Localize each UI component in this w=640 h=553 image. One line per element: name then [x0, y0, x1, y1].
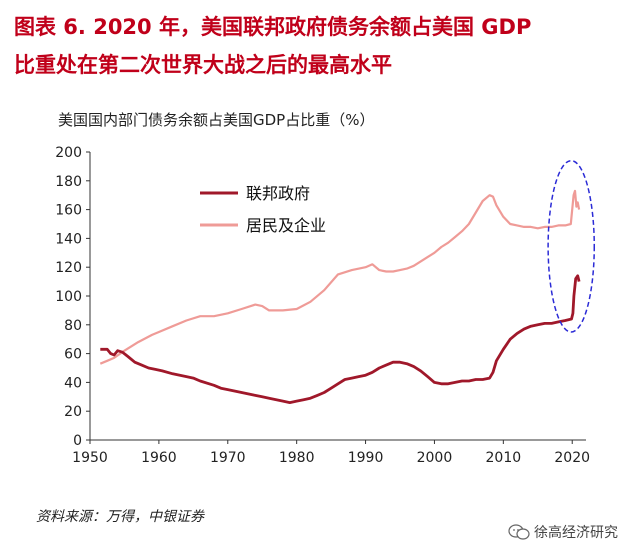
wechat-icon — [508, 524, 530, 540]
chart-title: 美国国内部门债务余额占美国GDP占比重（%） — [58, 111, 374, 129]
chart-annotations — [547, 159, 596, 333]
chart-series — [99, 189, 581, 404]
highlight-ellipse — [547, 159, 596, 333]
x-tick-label: 2010 — [486, 450, 522, 466]
x-tick-label: 1970 — [210, 450, 246, 466]
debt-ratio-chart: 美国国内部门债务余额占美国GDP占比重（%） 0 20 40 60 80 100 120 14… — [55, 111, 596, 466]
x-tick-label: 1960 — [141, 450, 177, 466]
series-line-federal — [100, 274, 581, 404]
x-tick-label: 1990 — [348, 450, 384, 466]
y-tick-label: 200 — [55, 145, 82, 161]
y-tick-label: 160 — [55, 203, 82, 219]
x-tick-label: 1950 — [72, 450, 108, 466]
y-tick-label: 120 — [55, 260, 82, 276]
y-tick-label: 180 — [55, 174, 82, 190]
x-tick-label: 2000 — [417, 450, 453, 466]
series-line-household-corporate — [99, 189, 581, 365]
y-tick-label: 0 — [73, 433, 82, 449]
watermark-text: 徐高经济研究 — [534, 525, 618, 541]
x-tick-label: 2020 — [554, 450, 590, 466]
figure-title: 图表 6. 2020 年，美国联邦政府债务余额占美国 GDP 比重处在第二次世界… — [14, 8, 634, 84]
legend-label: 居民及企业 — [246, 216, 326, 235]
legend-label: 联邦政府 — [246, 184, 310, 203]
y-tick-label: 60 — [64, 347, 82, 363]
figure-title-line1: 图表 6. 2020 年，美国联邦政府债务余额占美国 GDP — [14, 15, 532, 39]
y-tick-label: 20 — [64, 404, 82, 420]
y-tick-label: 140 — [55, 231, 82, 247]
source-note: 资料来源：万得，中银证券 — [36, 509, 204, 525]
y-tick-label: 40 — [64, 375, 82, 391]
y-tick-label: 80 — [64, 318, 82, 334]
wechat-watermark: 徐高经济研究 — [508, 522, 618, 542]
figure-title-line2: 比重处在第二次世界大战之后的最高水平 — [14, 53, 392, 77]
chart-axes: 0 20 40 60 80 100 120 140 160 180 200 1950 1960 1970 1… — [55, 145, 590, 466]
x-tick-label: 1980 — [279, 450, 315, 466]
y-tick-label: 100 — [55, 289, 82, 305]
